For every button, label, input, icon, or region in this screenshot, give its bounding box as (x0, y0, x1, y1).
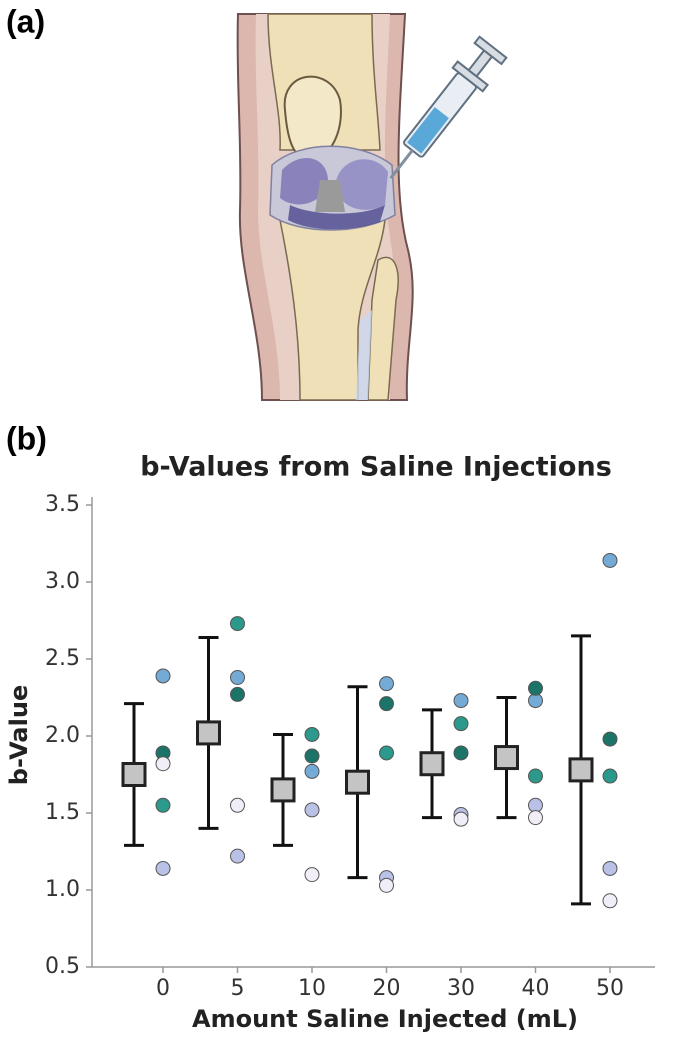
y-tick-label: 3.0 (45, 569, 80, 594)
x-tick-label: 20 (373, 976, 401, 1001)
panel-label: (a) (6, 3, 45, 39)
x-tick-label: 50 (596, 976, 624, 1001)
data-point (602, 893, 618, 909)
data-point (379, 745, 394, 761)
y-tick-label: 3.5 (45, 492, 80, 517)
knee-illustration (236, 13, 508, 401)
data-point (230, 686, 245, 702)
mean-marker (121, 762, 147, 787)
data-point (230, 669, 245, 685)
data-point (155, 860, 171, 876)
data-point (155, 668, 171, 684)
data-point (304, 748, 320, 764)
mean-marker (345, 769, 370, 795)
x-tick-label: 40 (522, 976, 550, 1001)
mean-marker (494, 745, 519, 771)
x-tick-label: 10 (298, 976, 326, 1001)
data-point (453, 693, 469, 709)
x-axis-label: Amount Saline Injected (mL) (192, 1005, 578, 1033)
data-point (379, 877, 394, 893)
data-point (602, 552, 618, 568)
data-point (304, 763, 320, 779)
data-point (230, 797, 245, 813)
data-point (528, 768, 543, 784)
x-tick-label: 5 (231, 976, 245, 1001)
y-tick-label: 2.0 (45, 723, 80, 748)
mean-marker (270, 777, 296, 803)
data-point (453, 745, 469, 761)
data-point (528, 810, 543, 826)
data-point (230, 848, 245, 864)
panel-label: (b) (6, 420, 47, 456)
data-point (602, 768, 618, 784)
data-point (379, 676, 394, 692)
data-point (155, 756, 171, 772)
mean-marker (196, 720, 221, 746)
data-point (230, 616, 245, 632)
chart-title: b-Values from Saline Injections (140, 452, 612, 483)
y-axis-label: b-Value (5, 685, 33, 785)
mean-marker (568, 757, 594, 783)
data-point (453, 716, 469, 732)
y-tick-label: 1.0 (45, 877, 80, 902)
y-tick-label: 1.5 (45, 800, 80, 825)
data-point (528, 680, 543, 696)
data-point (304, 802, 320, 818)
mean-marker (419, 751, 445, 777)
x-tick-label: 0 (156, 976, 170, 1001)
data-point (602, 731, 618, 747)
y-tick-label: 0.5 (45, 954, 80, 979)
data-point (453, 811, 469, 827)
data-point (379, 696, 394, 712)
x-tick-label: 30 (447, 976, 475, 1001)
data-point (304, 867, 320, 883)
data-point (304, 726, 320, 742)
y-tick-label: 2.5 (45, 646, 80, 671)
data-point (602, 860, 618, 876)
data-point (155, 797, 171, 813)
